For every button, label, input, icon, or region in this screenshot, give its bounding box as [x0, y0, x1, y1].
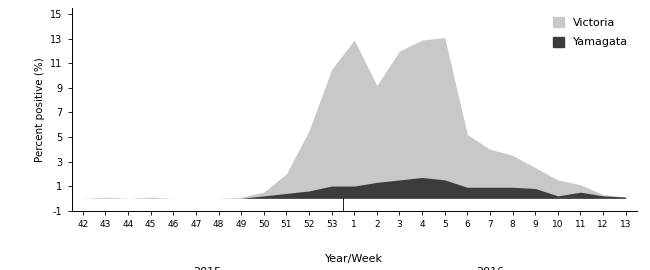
X-axis label: Year/Week: Year/Week [325, 254, 384, 264]
Text: 2016: 2016 [476, 267, 504, 270]
Text: 2015: 2015 [193, 267, 221, 270]
Legend: Victoria, Yamagata: Victoria, Yamagata [550, 14, 631, 51]
Y-axis label: Percent positive (%): Percent positive (%) [34, 57, 45, 162]
